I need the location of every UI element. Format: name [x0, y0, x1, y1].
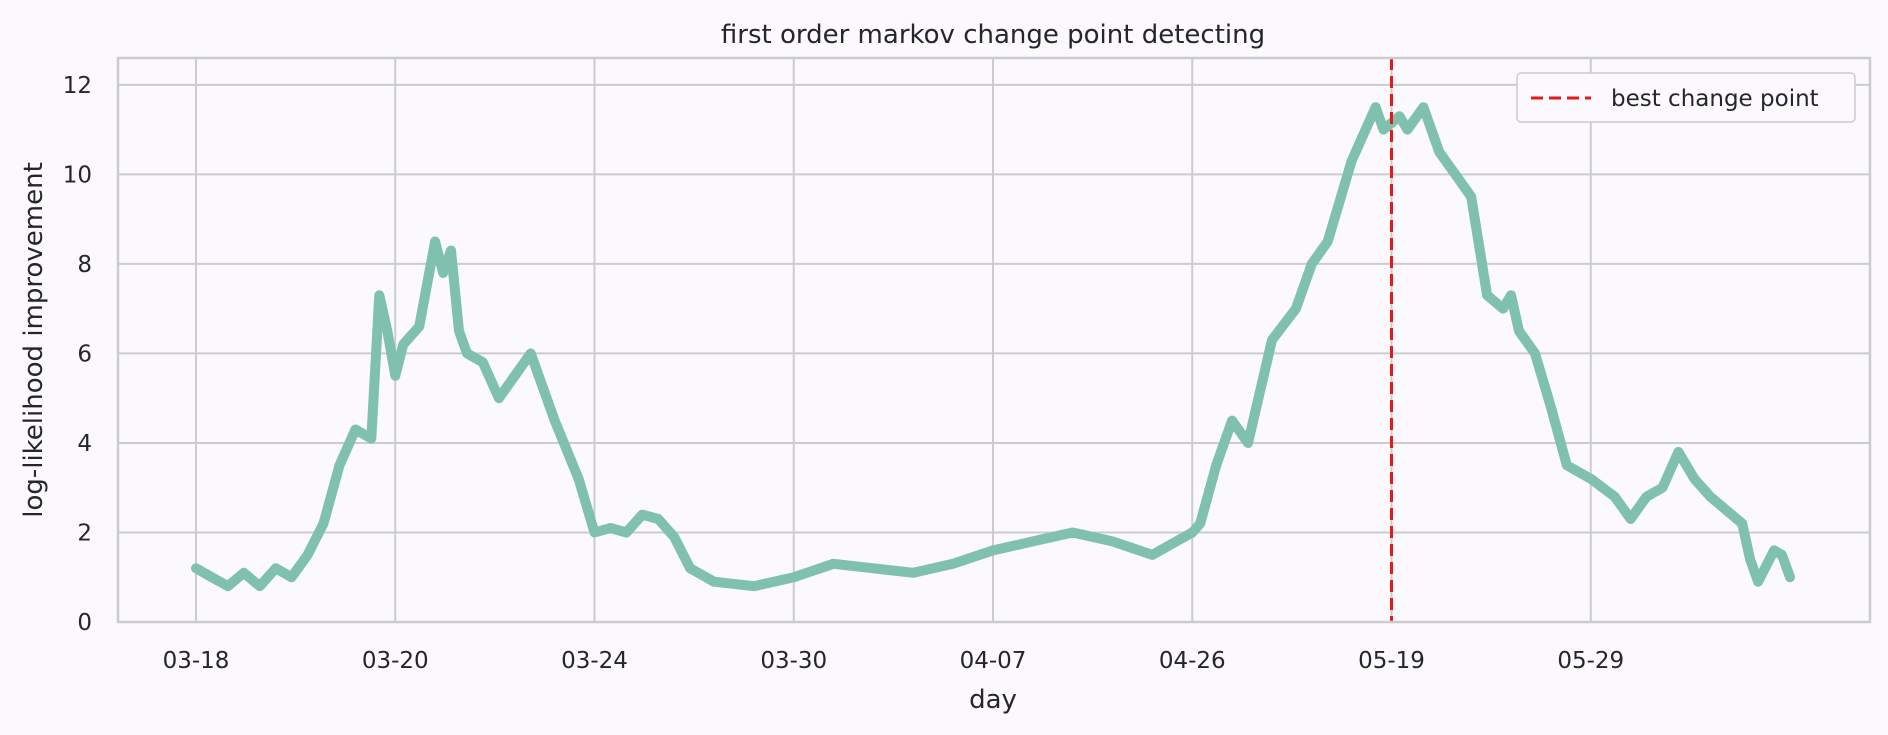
- plot-lines: [191, 58, 1795, 622]
- grid: [118, 58, 1870, 623]
- x-tick-label: 03-20: [362, 648, 429, 674]
- series-line: [191, 102, 1795, 592]
- y-tick-labels: 0 2 4 6 8 10 12: [63, 73, 92, 636]
- x-tick-labels: 03-18 03-20 03-24 03-30 04-07 04-26 05-19 05-29: [163, 648, 1625, 674]
- x-tick-label: 05-19: [1358, 648, 1425, 674]
- x-tick-label: 05-29: [1557, 648, 1624, 674]
- y-tick-label: 2: [77, 520, 92, 546]
- y-tick-label: 8: [77, 252, 92, 278]
- y-axis-label: log-likelihood improvement: [19, 162, 49, 518]
- y-tick-label: 10: [63, 162, 92, 188]
- legend: best change point: [1516, 72, 1856, 123]
- legend-label: best change point: [1611, 86, 1819, 112]
- y-tick-label: 12: [63, 73, 92, 99]
- y-tick-label: 0: [77, 610, 92, 636]
- x-tick-label: 03-30: [760, 648, 827, 674]
- y-tick-label: 4: [77, 431, 92, 457]
- x-tick-label: 04-07: [960, 648, 1027, 674]
- x-tick-label: 04-26: [1159, 648, 1226, 674]
- legend-box: [1516, 72, 1856, 123]
- x-tick-label: 03-18: [163, 648, 230, 674]
- y-tick-label: 6: [77, 341, 92, 367]
- x-axis-label: day: [969, 685, 1017, 715]
- x-tick-label: 03-24: [561, 648, 628, 674]
- chart-title: first order markov change point detectin…: [721, 20, 1265, 50]
- plot-frame: [116, 56, 1872, 624]
